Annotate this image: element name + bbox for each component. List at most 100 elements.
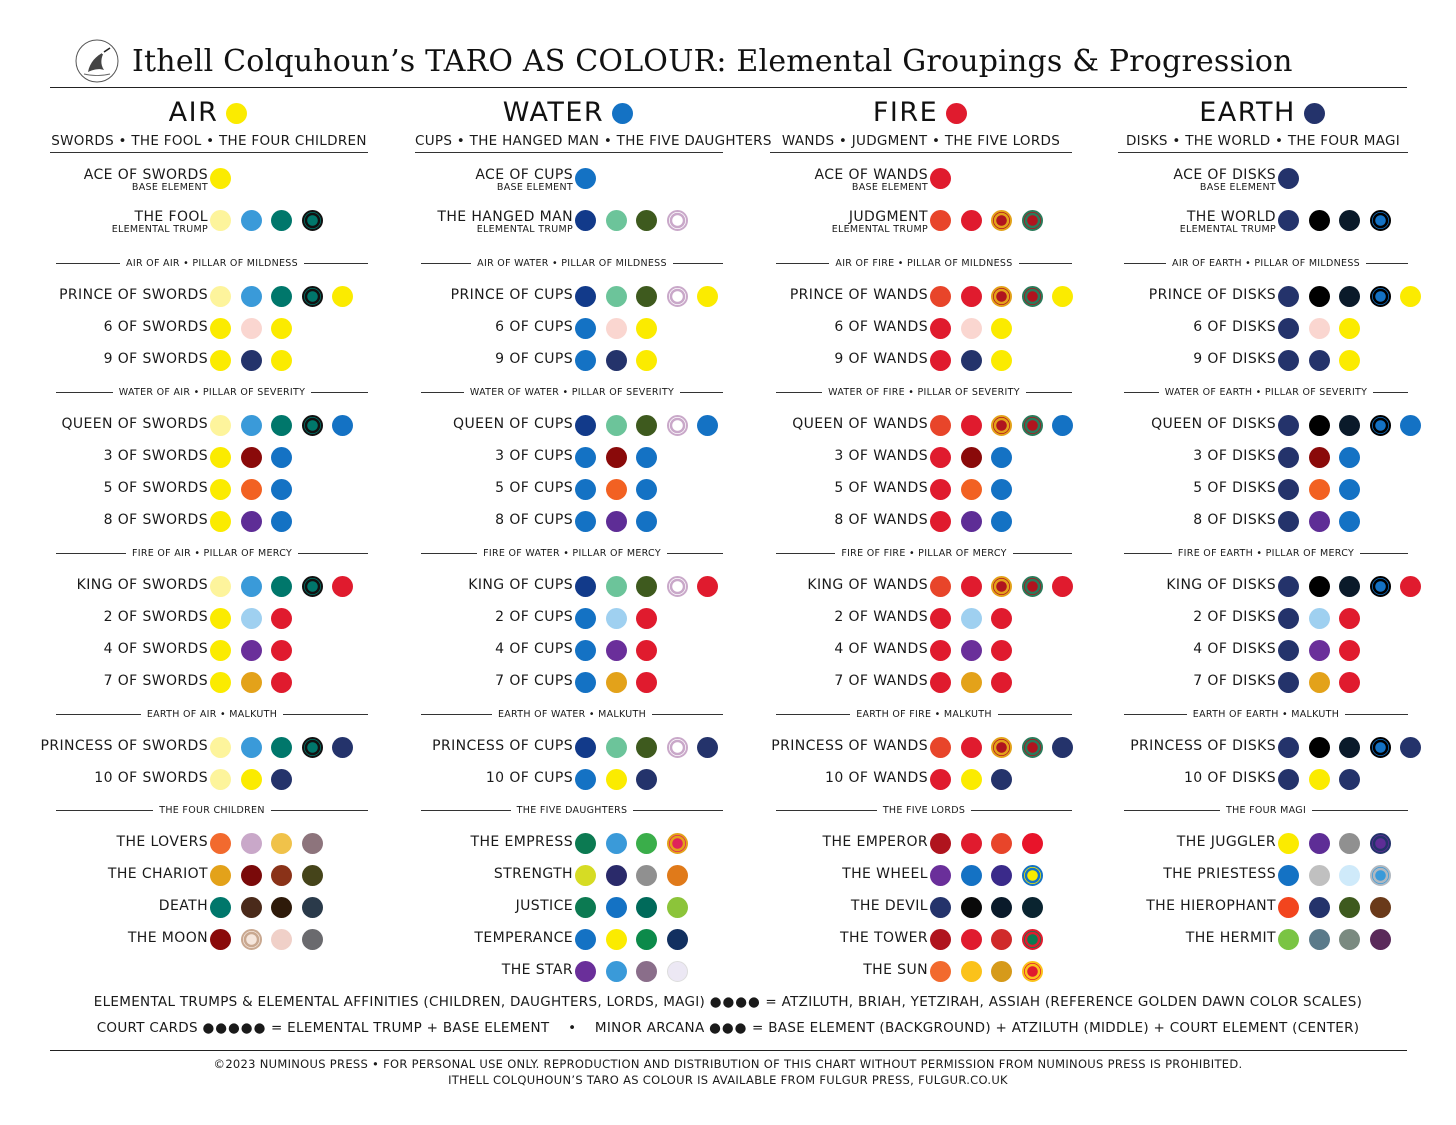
color-dot bbox=[210, 672, 231, 693]
color-dot bbox=[636, 961, 657, 982]
color-dots bbox=[575, 737, 728, 759]
color-dot bbox=[1369, 897, 1391, 918]
card-label: 4 OF SWORDS bbox=[104, 642, 208, 657]
card-name: 10 OF SWORDS bbox=[94, 770, 208, 786]
legend-text: COURT CARDS bbox=[96, 1020, 198, 1036]
card-label: THE JUGGLER bbox=[1177, 835, 1276, 850]
card-row: 9 OF SWORDS bbox=[50, 346, 380, 374]
card-name: 6 OF CUPS bbox=[495, 319, 573, 335]
color-dots bbox=[575, 447, 667, 469]
color-dot bbox=[575, 576, 596, 597]
card-row: QUEEN OF CUPS bbox=[415, 411, 745, 439]
card-label: 9 OF WANDS bbox=[834, 352, 928, 367]
card-row: 10 OF DISKS bbox=[1118, 765, 1448, 793]
card-row: 9 OF DISKS bbox=[1118, 346, 1448, 374]
element-name: AIR bbox=[168, 96, 219, 128]
divider-line bbox=[652, 713, 723, 715]
card-name: THE EMPEROR bbox=[822, 834, 928, 850]
card-role: ELEMENTAL TRUMP bbox=[476, 224, 573, 235]
color-dot bbox=[1339, 511, 1360, 532]
color-dot bbox=[271, 350, 292, 371]
color-dots bbox=[930, 168, 961, 190]
legend-text: MINOR ARCANA bbox=[594, 1020, 705, 1036]
card-label: 5 OF DISKS bbox=[1193, 481, 1276, 496]
card-name: THE JUGGLER bbox=[1176, 834, 1276, 850]
card-row: PRINCE OF CUPS bbox=[415, 282, 745, 310]
color-dot bbox=[960, 865, 982, 886]
color-dots bbox=[1278, 672, 1370, 694]
color-dots bbox=[930, 286, 1083, 308]
card-label: THE DEVIL bbox=[851, 899, 928, 914]
color-dot bbox=[697, 286, 718, 307]
color-dot bbox=[636, 479, 657, 500]
divider-line bbox=[298, 552, 369, 554]
card-name: 2 OF CUPS bbox=[495, 609, 573, 625]
card-row: 4 OF DISKS bbox=[1118, 636, 1448, 664]
card-name: THE SUN bbox=[863, 962, 928, 978]
section-label: WATER OF AIR • PILLAR OF SEVERITY bbox=[118, 386, 306, 398]
card-name: PRINCE OF CUPS bbox=[450, 287, 573, 303]
color-dot bbox=[575, 318, 596, 339]
card-name: 5 OF SWORDS bbox=[103, 480, 208, 496]
card-row: THE DEVIL bbox=[770, 893, 1100, 921]
card-label: THE HANGED MAN ELEMENTAL TRUMP bbox=[437, 210, 573, 235]
card-label: KING OF SWORDS bbox=[77, 578, 208, 593]
card-row: THE HERMIT bbox=[1118, 925, 1448, 953]
color-dots bbox=[210, 168, 241, 190]
color-dots bbox=[930, 961, 1052, 983]
color-dot bbox=[301, 897, 323, 918]
card-name: THE EMPRESS bbox=[470, 834, 573, 850]
color-dot bbox=[960, 929, 982, 950]
card-label: 6 OF SWORDS bbox=[104, 320, 208, 335]
card-label: THE TOWER bbox=[840, 931, 928, 946]
color-dot bbox=[930, 286, 951, 307]
card-label: 3 OF SWORDS bbox=[104, 449, 208, 464]
color-dot bbox=[636, 640, 657, 661]
section-label: EARTH OF WATER • MALKUTH bbox=[497, 708, 647, 720]
section-label: WATER OF FIRE • PILLAR OF SEVERITY bbox=[828, 386, 1020, 398]
color-dot bbox=[1308, 447, 1330, 468]
card-name: 6 OF WANDS bbox=[834, 319, 928, 335]
color-dot bbox=[1369, 833, 1391, 854]
color-dot bbox=[1278, 737, 1299, 758]
color-dot bbox=[636, 576, 657, 597]
card-label: PRINCE OF CUPS bbox=[451, 288, 573, 303]
color-dot bbox=[1400, 576, 1421, 597]
color-dot bbox=[1021, 897, 1043, 918]
card-label: PRINCESS OF SWORDS bbox=[41, 739, 208, 754]
card-name: 3 OF CUPS bbox=[495, 448, 573, 464]
color-dots bbox=[210, 318, 302, 340]
color-dot bbox=[605, 415, 627, 436]
section-divider: WATER OF WATER • PILLAR OF SEVERITY bbox=[421, 385, 724, 399]
card-row: THE SUN bbox=[770, 957, 1100, 985]
divider-line bbox=[421, 713, 492, 715]
color-dot bbox=[240, 672, 262, 693]
color-dots bbox=[575, 769, 667, 791]
card-name: 8 OF WANDS bbox=[834, 512, 928, 528]
card-row: 8 OF CUPS bbox=[415, 507, 745, 535]
card-name: THE HIEROPHANT bbox=[1146, 898, 1276, 914]
color-dots bbox=[1278, 737, 1431, 759]
section-divider: FIRE OF AIR • PILLAR OF MERCY bbox=[56, 546, 369, 560]
color-dot bbox=[991, 640, 1012, 661]
color-dot bbox=[930, 833, 951, 854]
color-dot bbox=[605, 286, 627, 307]
card-label: ACE OF WANDS BASE ELEMENT bbox=[814, 168, 928, 193]
divider-line bbox=[1124, 809, 1220, 811]
divider-line bbox=[421, 552, 478, 554]
element-subtitle: CUPS • THE HANGED MAN • THE FIVE DAUGHTE… bbox=[415, 130, 771, 153]
card-label: THE PRIESTESS bbox=[1163, 867, 1276, 882]
color-dot bbox=[1339, 350, 1360, 371]
section-label: WATER OF EARTH • PILLAR OF SEVERITY bbox=[1164, 386, 1368, 398]
color-dot bbox=[960, 511, 982, 532]
card-role: ELEMENTAL TRUMP bbox=[1179, 224, 1276, 235]
card-row: 7 OF WANDS bbox=[770, 668, 1100, 696]
color-dot bbox=[240, 318, 262, 339]
card-row: 6 OF DISKS bbox=[1118, 314, 1448, 342]
card-label: 4 OF WANDS bbox=[834, 642, 928, 657]
card-row: 3 OF SWORDS bbox=[50, 443, 380, 471]
card-row: 10 OF CUPS bbox=[415, 765, 745, 793]
color-dots bbox=[1278, 479, 1370, 501]
section-divider: THE FOUR MAGI bbox=[1124, 803, 1409, 817]
color-dots bbox=[930, 210, 1052, 232]
